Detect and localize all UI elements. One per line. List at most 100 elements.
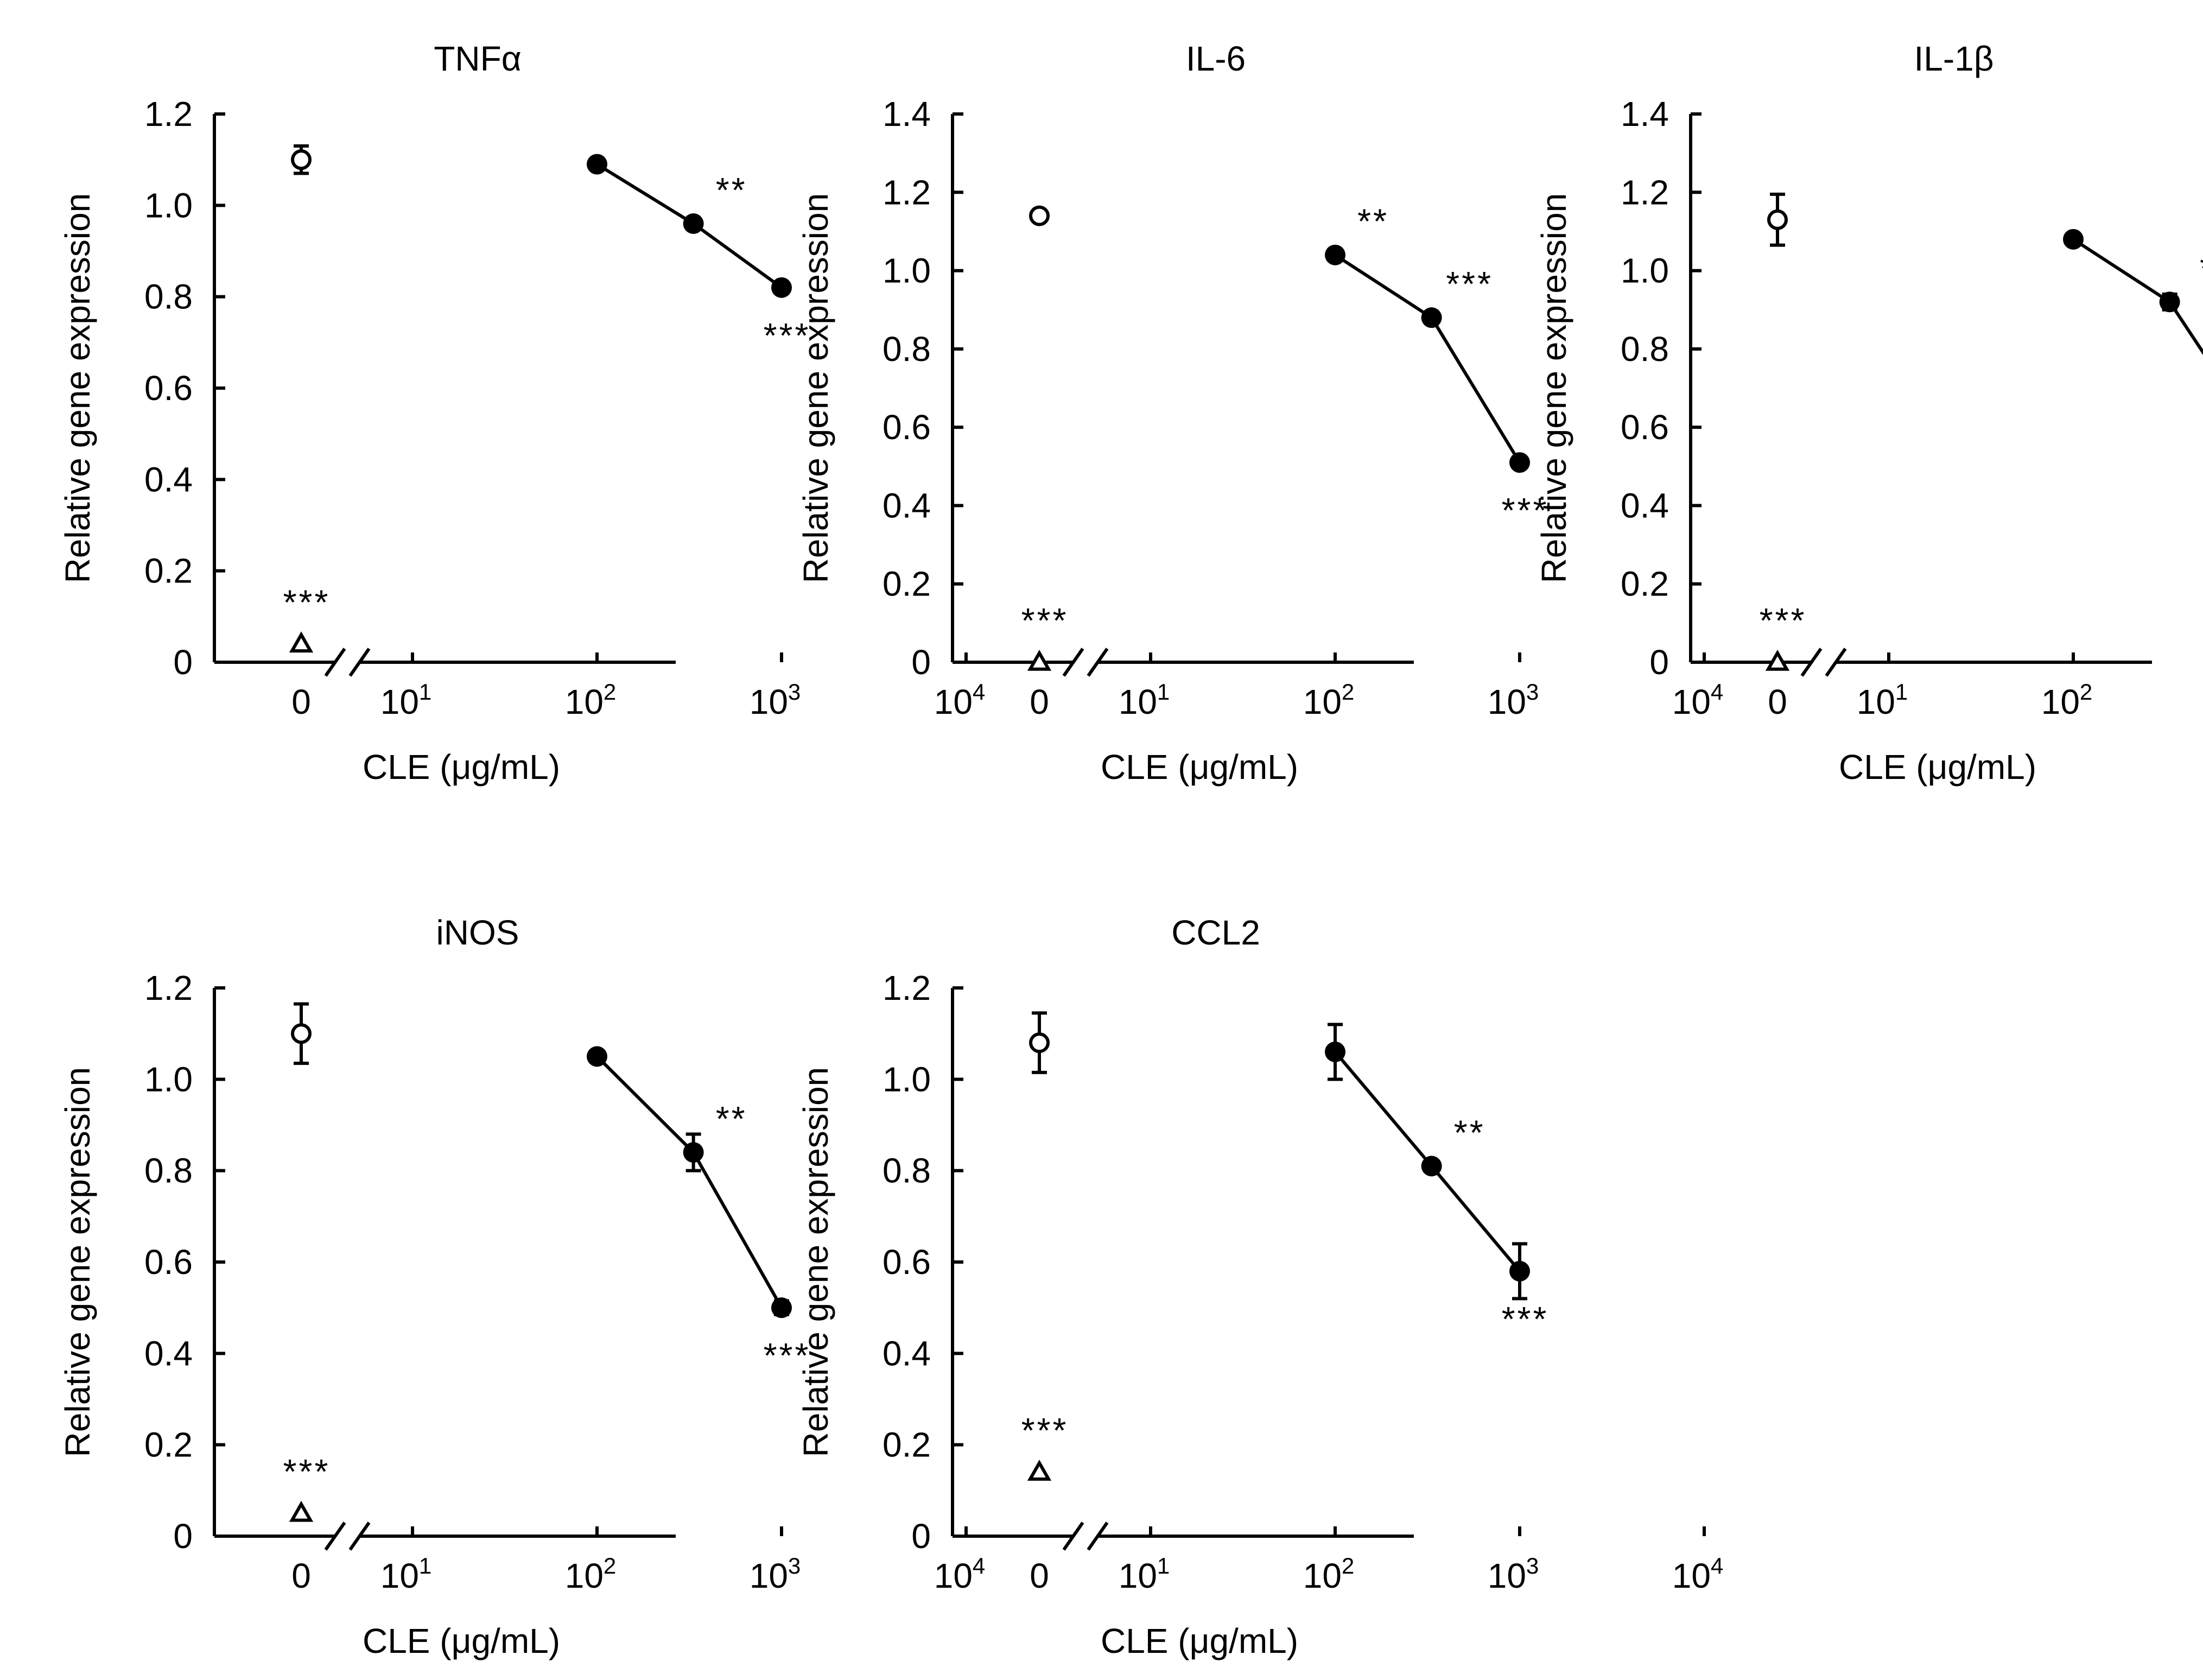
significance-label: ***	[1502, 1299, 1549, 1339]
y-tick-label: 0.6	[883, 1242, 931, 1282]
x-tick-label: 101	[1119, 1553, 1170, 1595]
y-tick-label: 1.2	[883, 173, 931, 212]
chart-panel-3: IL-1β00.20.40.60.81.01.21.40101102103104…	[1534, 39, 2203, 787]
x-axis-title: CLE (μg/mL)	[363, 747, 560, 787]
tick-base: 10	[750, 1556, 788, 1595]
y-tick-label: 0.8	[144, 277, 193, 316]
x-tick-label-zero: 0	[1768, 682, 1787, 721]
x-axis-title: CLE (μg/mL)	[1101, 1621, 1298, 1660]
y-tick-label: 1.4	[883, 94, 931, 134]
tick-base: 10	[1119, 1556, 1157, 1595]
y-tick-label: 0	[1649, 643, 1669, 682]
data-point	[587, 154, 607, 175]
y-tick-label: 0.6	[144, 1242, 193, 1282]
data-point	[1509, 452, 1530, 473]
tick-exponent: 1	[419, 1553, 431, 1578]
control-point	[1029, 1032, 1050, 1053]
lps-free-point	[289, 1500, 314, 1522]
y-axis-title: Relative gene expression	[58, 1067, 97, 1457]
data-point	[1421, 307, 1442, 328]
y-tick-label: 0	[173, 643, 193, 682]
y-tick-label: 0	[173, 1517, 193, 1556]
x-tick-label: 103	[750, 679, 801, 721]
tick-base: 10	[380, 682, 419, 721]
x-tick-label: 102	[565, 679, 617, 721]
control-point	[1029, 205, 1050, 226]
significance-label: ***	[283, 582, 331, 622]
tick-base: 10	[1488, 1556, 1526, 1595]
tick-base: 10	[1303, 1556, 1342, 1595]
tick-exponent: 4	[973, 1553, 985, 1578]
chart-title: iNOS	[436, 913, 519, 952]
x-tick-label: 104	[934, 1553, 986, 1595]
tick-exponent: 1	[1157, 679, 1170, 705]
tick-exponent: 2	[2080, 679, 2092, 705]
tick-exponent: 2	[1342, 679, 1354, 705]
tick-base: 10	[1303, 682, 1342, 721]
data-point	[771, 1297, 792, 1318]
x-tick-label: 103	[1488, 1553, 1539, 1595]
x-tick-label: 104	[1672, 679, 1724, 721]
tick-exponent: 2	[1342, 1553, 1354, 1578]
lps-free-point	[1027, 1460, 1052, 1481]
y-tick-label: 1.4	[1621, 94, 1669, 134]
axis-break-mark	[348, 1521, 371, 1551]
data-point	[1421, 1156, 1442, 1177]
tick-base: 10	[1488, 682, 1526, 721]
tick-base: 10	[1119, 682, 1157, 721]
significance-label: ***	[764, 316, 811, 355]
x-tick-label-zero: 0	[291, 1556, 311, 1595]
x-tick-label: 102	[1303, 679, 1355, 721]
x-tick-label: 103	[1488, 679, 1539, 721]
x-tick-label: 101	[380, 679, 432, 721]
y-axis-title: Relative gene expression	[796, 1067, 835, 1457]
tick-exponent: 3	[1526, 679, 1539, 705]
x-tick-label: 104	[1672, 1553, 1724, 1595]
tick-base: 10	[1672, 682, 1711, 721]
axis-break-mark	[1062, 1521, 1084, 1551]
axis-break-mark	[348, 648, 371, 677]
tick-base: 10	[565, 682, 604, 721]
tick-exponent: 3	[788, 1553, 801, 1578]
data-point	[1325, 1041, 1345, 1062]
x-tick-label: 102	[2041, 679, 2093, 721]
y-axis-title: Relative gene expression	[796, 193, 835, 584]
y-tick-label: 0	[911, 1517, 931, 1556]
chart-title: IL-1β	[1914, 39, 1994, 78]
y-tick-label: 1.0	[144, 186, 193, 225]
significance-label: ***	[764, 1336, 811, 1375]
axis-break-mark	[1087, 648, 1109, 677]
y-tick-label: 0.2	[883, 1425, 931, 1465]
x-axis-title: CLE (μg/mL)	[1101, 747, 1298, 787]
y-tick-label: 0.2	[144, 551, 193, 591]
chart-title: TNFα	[434, 39, 521, 78]
x-tick-label-zero: 0	[291, 682, 311, 721]
tick-exponent: 2	[604, 679, 616, 705]
significance-label: *	[2200, 249, 2203, 288]
x-tick-label: 102	[1303, 1553, 1355, 1595]
x-axis-title: CLE (μg/mL)	[363, 1621, 560, 1660]
lps-free-point	[1765, 649, 1790, 671]
y-tick-label: 1.2	[883, 968, 931, 1007]
control-point	[291, 1023, 312, 1044]
y-tick-label: 1.2	[1621, 173, 1669, 212]
y-tick-label: 1.2	[144, 94, 193, 134]
y-tick-label: 0.2	[883, 565, 931, 604]
data-point	[2159, 291, 2180, 313]
significance-label: ***	[1021, 1411, 1069, 1450]
tick-exponent: 4	[973, 679, 985, 705]
data-point	[1509, 1260, 1530, 1282]
y-tick-label: 0.2	[144, 1425, 193, 1465]
x-tick-label: 103	[750, 1553, 801, 1595]
y-axis-title: Relative gene expression	[58, 193, 97, 584]
y-tick-label: 0.4	[1621, 486, 1669, 525]
x-tick-label: 101	[1857, 679, 1908, 721]
x-tick-label: 104	[934, 679, 986, 721]
axis-break-mark	[324, 1521, 346, 1551]
x-axis-title: CLE (μg/mL)	[1839, 747, 2036, 787]
tick-base: 10	[2041, 682, 2080, 721]
data-point	[683, 1142, 704, 1163]
data-point	[1325, 244, 1345, 265]
y-tick-label: 1.0	[883, 251, 931, 290]
